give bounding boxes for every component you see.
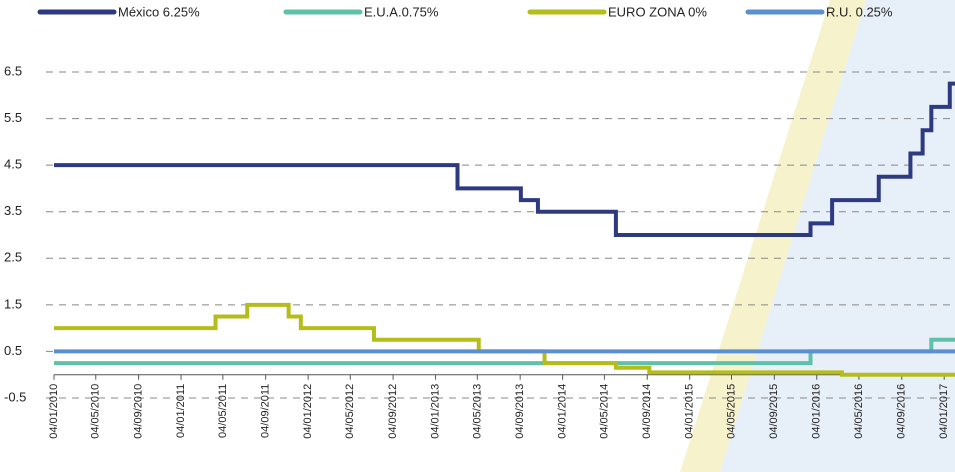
x-tick-label: 04/05/2011 <box>217 384 229 438</box>
x-tick-label: 04/05/2010 <box>90 384 102 439</box>
x-tick-label: 04/01/2015 <box>684 384 696 439</box>
series-line <box>54 81 955 237</box>
x-tick-label: 04/09/2012 <box>387 384 399 439</box>
x-tick-label: 04/01/2017 <box>938 384 950 439</box>
y-tick-label: 0.5 <box>4 343 22 358</box>
legend-label: México 6.25% <box>118 4 200 19</box>
legend-label: R.U. 0.25% <box>826 4 893 19</box>
x-tick-label: 04/09/2014 <box>641 384 653 439</box>
y-tick-label: 1.5 <box>4 296 22 311</box>
y-tick-label: 6.5 <box>4 63 22 78</box>
y-tick-label: 2.5 <box>4 250 22 265</box>
x-tick-label: 04/05/2015 <box>725 384 737 439</box>
x-tick-label: 04/01/2013 <box>429 384 441 439</box>
x-tick-label: 04/01/2011 <box>175 384 187 438</box>
legend-label: EURO ZONA 0% <box>608 4 707 19</box>
legend-label: E.U.A.0.75% <box>364 4 439 19</box>
x-tick-label: 04/09/2015 <box>768 384 780 439</box>
x-tick-label: 04/01/2014 <box>557 384 569 439</box>
y-tick-label: 3.5 <box>4 203 22 218</box>
y-tick-label: 4.5 <box>4 157 22 172</box>
x-tick-label: 04/09/2011 <box>260 384 272 438</box>
x-tick-label: 04/05/2012 <box>344 384 356 439</box>
x-tick-label: 04/01/2016 <box>811 384 823 439</box>
background-region <box>720 0 955 472</box>
x-tick-label: 04/05/2014 <box>598 384 610 439</box>
x-tick-label: 04/09/2016 <box>896 384 908 439</box>
y-tick-label: -0.5 <box>4 389 26 404</box>
y-tick-label: 5.5 <box>4 110 22 125</box>
x-tick-label: 04/05/2013 <box>471 384 483 439</box>
x-tick-label: 04/01/2010 <box>48 384 60 439</box>
x-tick-label: 04/05/2016 <box>853 384 865 439</box>
x-tick-label: 04/09/2010 <box>133 384 145 439</box>
x-tick-label: 04/09/2013 <box>514 384 526 439</box>
x-tick-label: 04/01/2012 <box>302 384 314 439</box>
